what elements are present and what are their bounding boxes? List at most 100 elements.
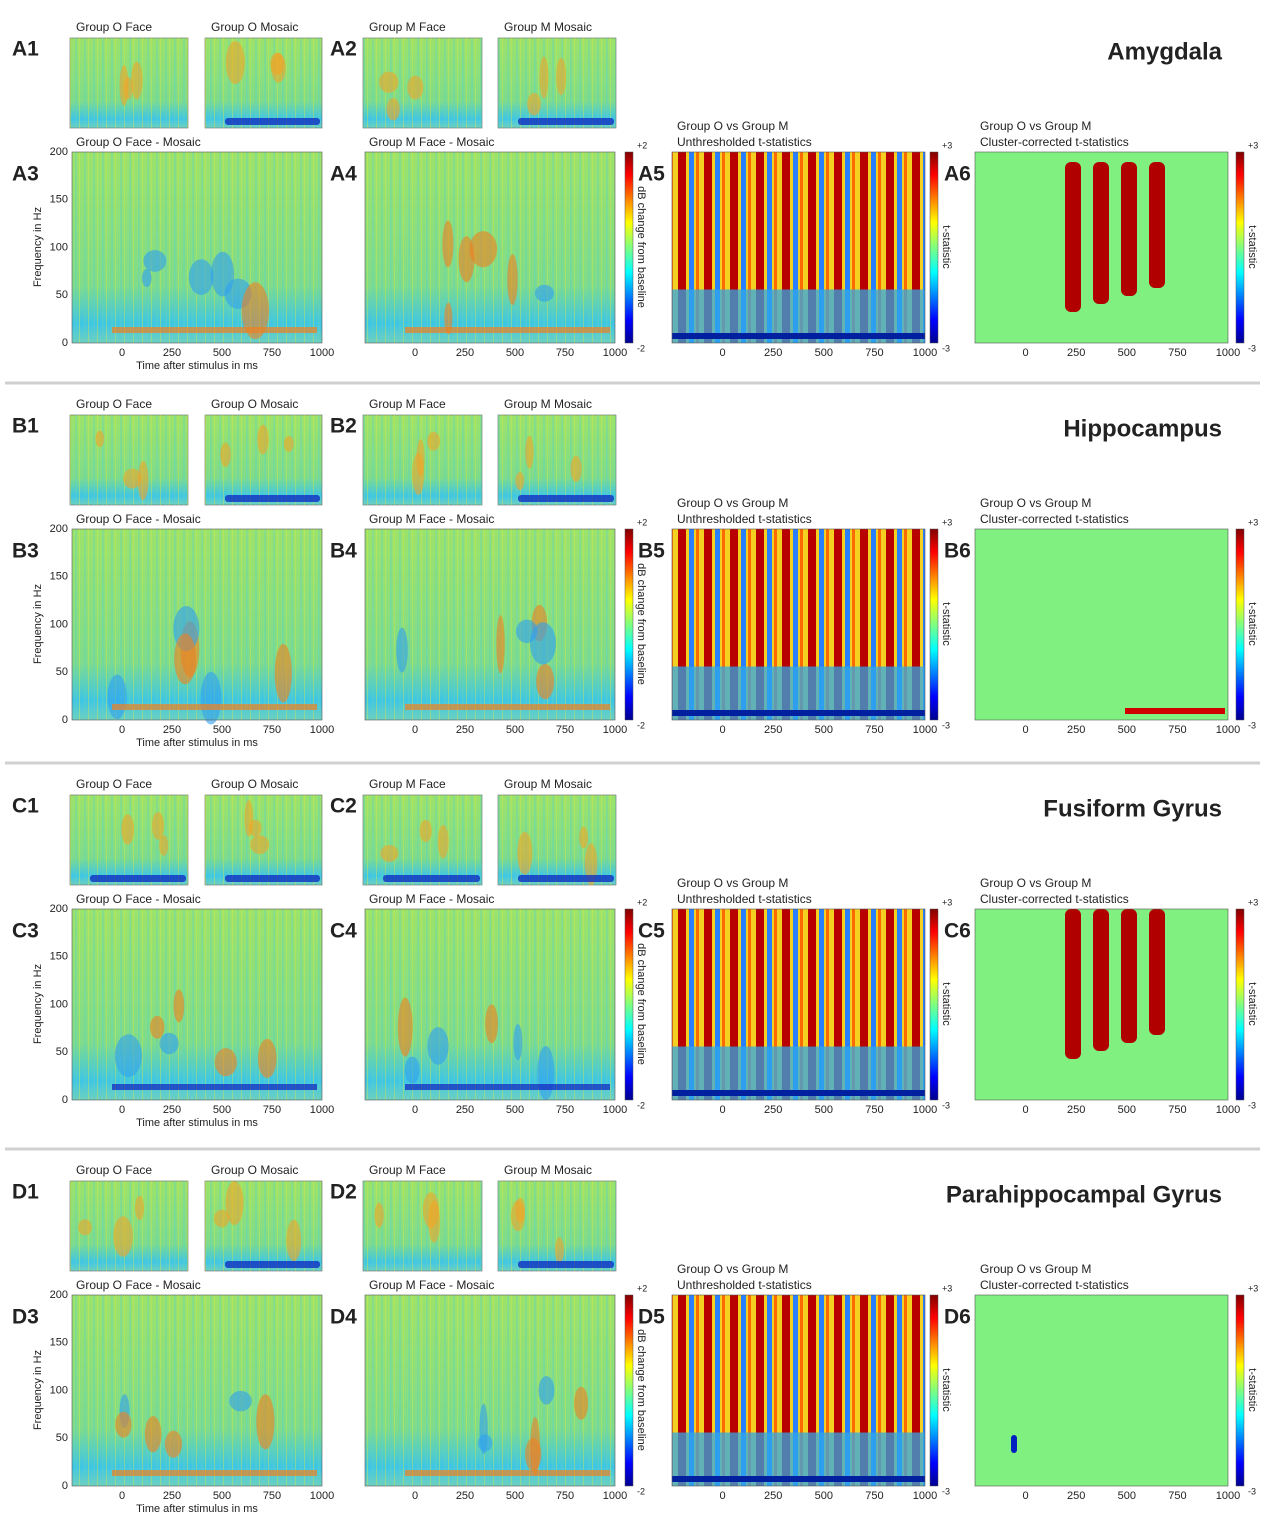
heatmap-blob	[119, 65, 129, 106]
heatmap-blob	[496, 615, 505, 674]
heatmap-blob	[517, 831, 533, 875]
colorbar-min: -3	[942, 720, 950, 730]
y-tick-label: 50	[56, 1432, 68, 1444]
heatmap-blob	[396, 627, 408, 673]
colorbar-min: -3	[1248, 1100, 1256, 1110]
colorbar-min: -3	[1248, 720, 1256, 730]
heatmap-blob	[241, 282, 270, 340]
heatmap-blob	[427, 431, 440, 451]
panel-label: D1	[12, 1181, 39, 1204]
colorbar-label: t-statistic	[940, 1368, 952, 1412]
y-tick-label: 0	[62, 337, 68, 349]
heatmap-blob	[229, 1390, 252, 1412]
colorbar-max: +2	[637, 1283, 647, 1293]
panel-title: Unthresholded t-statistics	[677, 892, 812, 906]
heatmap-band	[225, 1261, 320, 1268]
x-tick-label: 1000	[310, 1490, 334, 1502]
panel-label: B6	[944, 540, 971, 563]
panel-title: Group O Face	[76, 1163, 152, 1177]
heatmap-blob	[469, 231, 498, 268]
row: Hippocampus B1 B2 B3 B4 B5 B6 Group O Face Group…	[5, 381, 1260, 749]
panel-label: A5	[638, 163, 665, 186]
x-tick-label: 1000	[913, 347, 937, 359]
heatmap-texture	[365, 529, 615, 720]
panel-title: Group O Mosaic	[211, 20, 298, 34]
y-axis-label: Frequency in Hz	[32, 964, 44, 1044]
x-tick-label: 0	[1023, 724, 1029, 736]
heatmap-blob	[113, 1216, 133, 1257]
heatmap-blob	[397, 997, 413, 1057]
colorbar-label: t-statistic	[1246, 225, 1258, 269]
colorbar-min: -2	[637, 720, 645, 730]
heatmap-band	[383, 875, 480, 882]
heatmap-blob	[78, 1219, 92, 1236]
panel-label: B2	[330, 415, 357, 438]
x-axis-label: Time after stimulus in ms	[136, 1117, 258, 1129]
heatmap-blob	[419, 819, 432, 843]
colorbar	[1235, 908, 1245, 1101]
region-title: Fusiform Gyrus	[1043, 795, 1222, 822]
y-tick-label: 150	[50, 194, 68, 206]
x-tick-label: 750	[865, 1490, 883, 1502]
colorbar-max: +3	[942, 517, 952, 527]
colorbar-min: -3	[942, 1486, 950, 1496]
panel-title: Group M Face	[369, 1163, 446, 1177]
panel-title: Group O Mosaic	[211, 1163, 298, 1177]
colorbar-max: +3	[942, 1283, 952, 1293]
row: Fusiform Gyrus C1 C2 C3 C4 C5 C6 Group O Face Gr…	[5, 761, 1260, 1129]
panel-title: Group O Face - Mosaic	[76, 892, 201, 906]
panel-title: Group O Face - Mosaic	[76, 512, 201, 526]
x-tick-label: 0	[412, 724, 418, 736]
x-tick-label: 250	[163, 1490, 181, 1502]
panel-title: Cluster-corrected t-statistics	[980, 135, 1129, 149]
heatmap-blob	[121, 814, 135, 845]
colorbar	[929, 151, 939, 344]
colorbar-label: t-statistic	[1246, 602, 1258, 646]
heatmap-blob	[525, 1437, 542, 1471]
colorbar-label: dB change from baseline	[635, 563, 647, 685]
heatmap-band	[518, 495, 614, 502]
heatmap-blob	[529, 622, 557, 665]
panel-frame	[364, 528, 616, 721]
colorbar-max: +3	[942, 897, 952, 907]
x-tick-label: 1000	[1216, 724, 1240, 736]
x-tick-label: 500	[506, 1104, 524, 1116]
heatmap-texture	[498, 795, 616, 885]
panel-title: Group O Mosaic	[211, 397, 298, 411]
panel-frame	[671, 1294, 926, 1487]
heatmap-band	[225, 875, 320, 882]
colorbar-label: dB change from baseline	[635, 186, 647, 308]
panel-title: Unthresholded t-statistics	[677, 1278, 812, 1292]
y-tick-label: 100	[50, 618, 68, 630]
heatmap-blob	[527, 92, 541, 116]
x-tick-label: 250	[163, 347, 181, 359]
x-axis-label: Time after stimulus in ms	[136, 737, 258, 749]
heatmap-blob	[257, 1038, 277, 1079]
colorbar-min: -2	[637, 1100, 645, 1110]
heatmap-band	[518, 875, 614, 882]
x-tick-label: 1000	[1216, 1104, 1240, 1116]
colorbar	[929, 528, 939, 721]
panel-label: C5	[638, 920, 665, 943]
heatmap-blob	[257, 424, 269, 455]
heatmap	[975, 1295, 1228, 1486]
y-tick-label: 0	[62, 1480, 68, 1492]
x-tick-label: 500	[213, 724, 231, 736]
y-tick-label: 200	[50, 523, 68, 535]
region-title: Hippocampus	[1063, 415, 1222, 442]
x-tick-label: 0	[1023, 347, 1029, 359]
colorbar-max: +3	[1248, 517, 1258, 527]
y-tick-label: 50	[56, 1046, 68, 1058]
x-tick-label: 750	[263, 347, 281, 359]
heatmap-blob	[188, 259, 214, 296]
heatmap-band	[405, 1084, 610, 1090]
y-tick-label: 200	[50, 1289, 68, 1301]
heatmap-blob	[95, 430, 105, 448]
x-tick-label: 500	[815, 347, 833, 359]
y-tick-label: 150	[50, 1337, 68, 1349]
heatmap-blob	[515, 1197, 526, 1223]
x-tick-label: 250	[1067, 347, 1085, 359]
panel-frame	[364, 151, 616, 344]
panel-title: Group M Mosaic	[504, 397, 592, 411]
colorbar-min: -2	[637, 1486, 645, 1496]
